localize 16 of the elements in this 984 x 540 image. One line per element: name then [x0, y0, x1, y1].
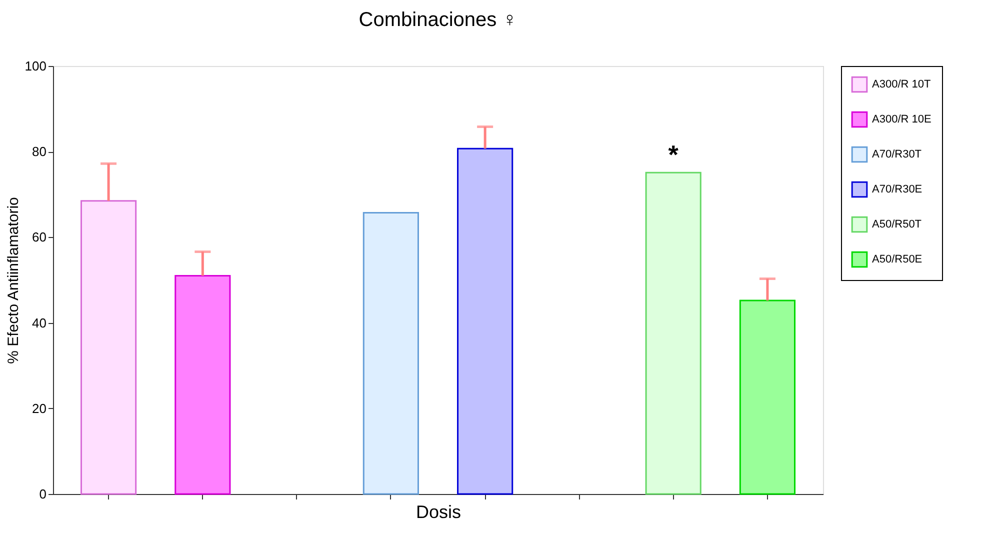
y-tick-label: 0	[39, 486, 46, 502]
legend-label: A300/R 10T	[872, 78, 931, 90]
chart-title: Combinaciones ♀	[358, 9, 518, 31]
legend-label: A50/R50T	[872, 218, 922, 230]
y-axis-title: % Efecto Antiinflamatorio	[4, 197, 22, 364]
y-tick-label: 80	[32, 144, 46, 160]
legend-label: A50/R50E	[872, 254, 922, 266]
legend-label: A70/R30T	[872, 148, 922, 160]
legend-label: A70/R30E	[872, 184, 922, 196]
y-tick-label: 20	[32, 400, 46, 416]
y-tick-label: 100	[24, 58, 46, 74]
y-tick-label: 60	[32, 230, 46, 245]
legend-label: A300/R 10E	[872, 114, 932, 126]
annotation: *	[668, 140, 680, 170]
x-axis-title: Dosis	[416, 502, 462, 522]
y-tick-label: 40	[32, 315, 46, 330]
